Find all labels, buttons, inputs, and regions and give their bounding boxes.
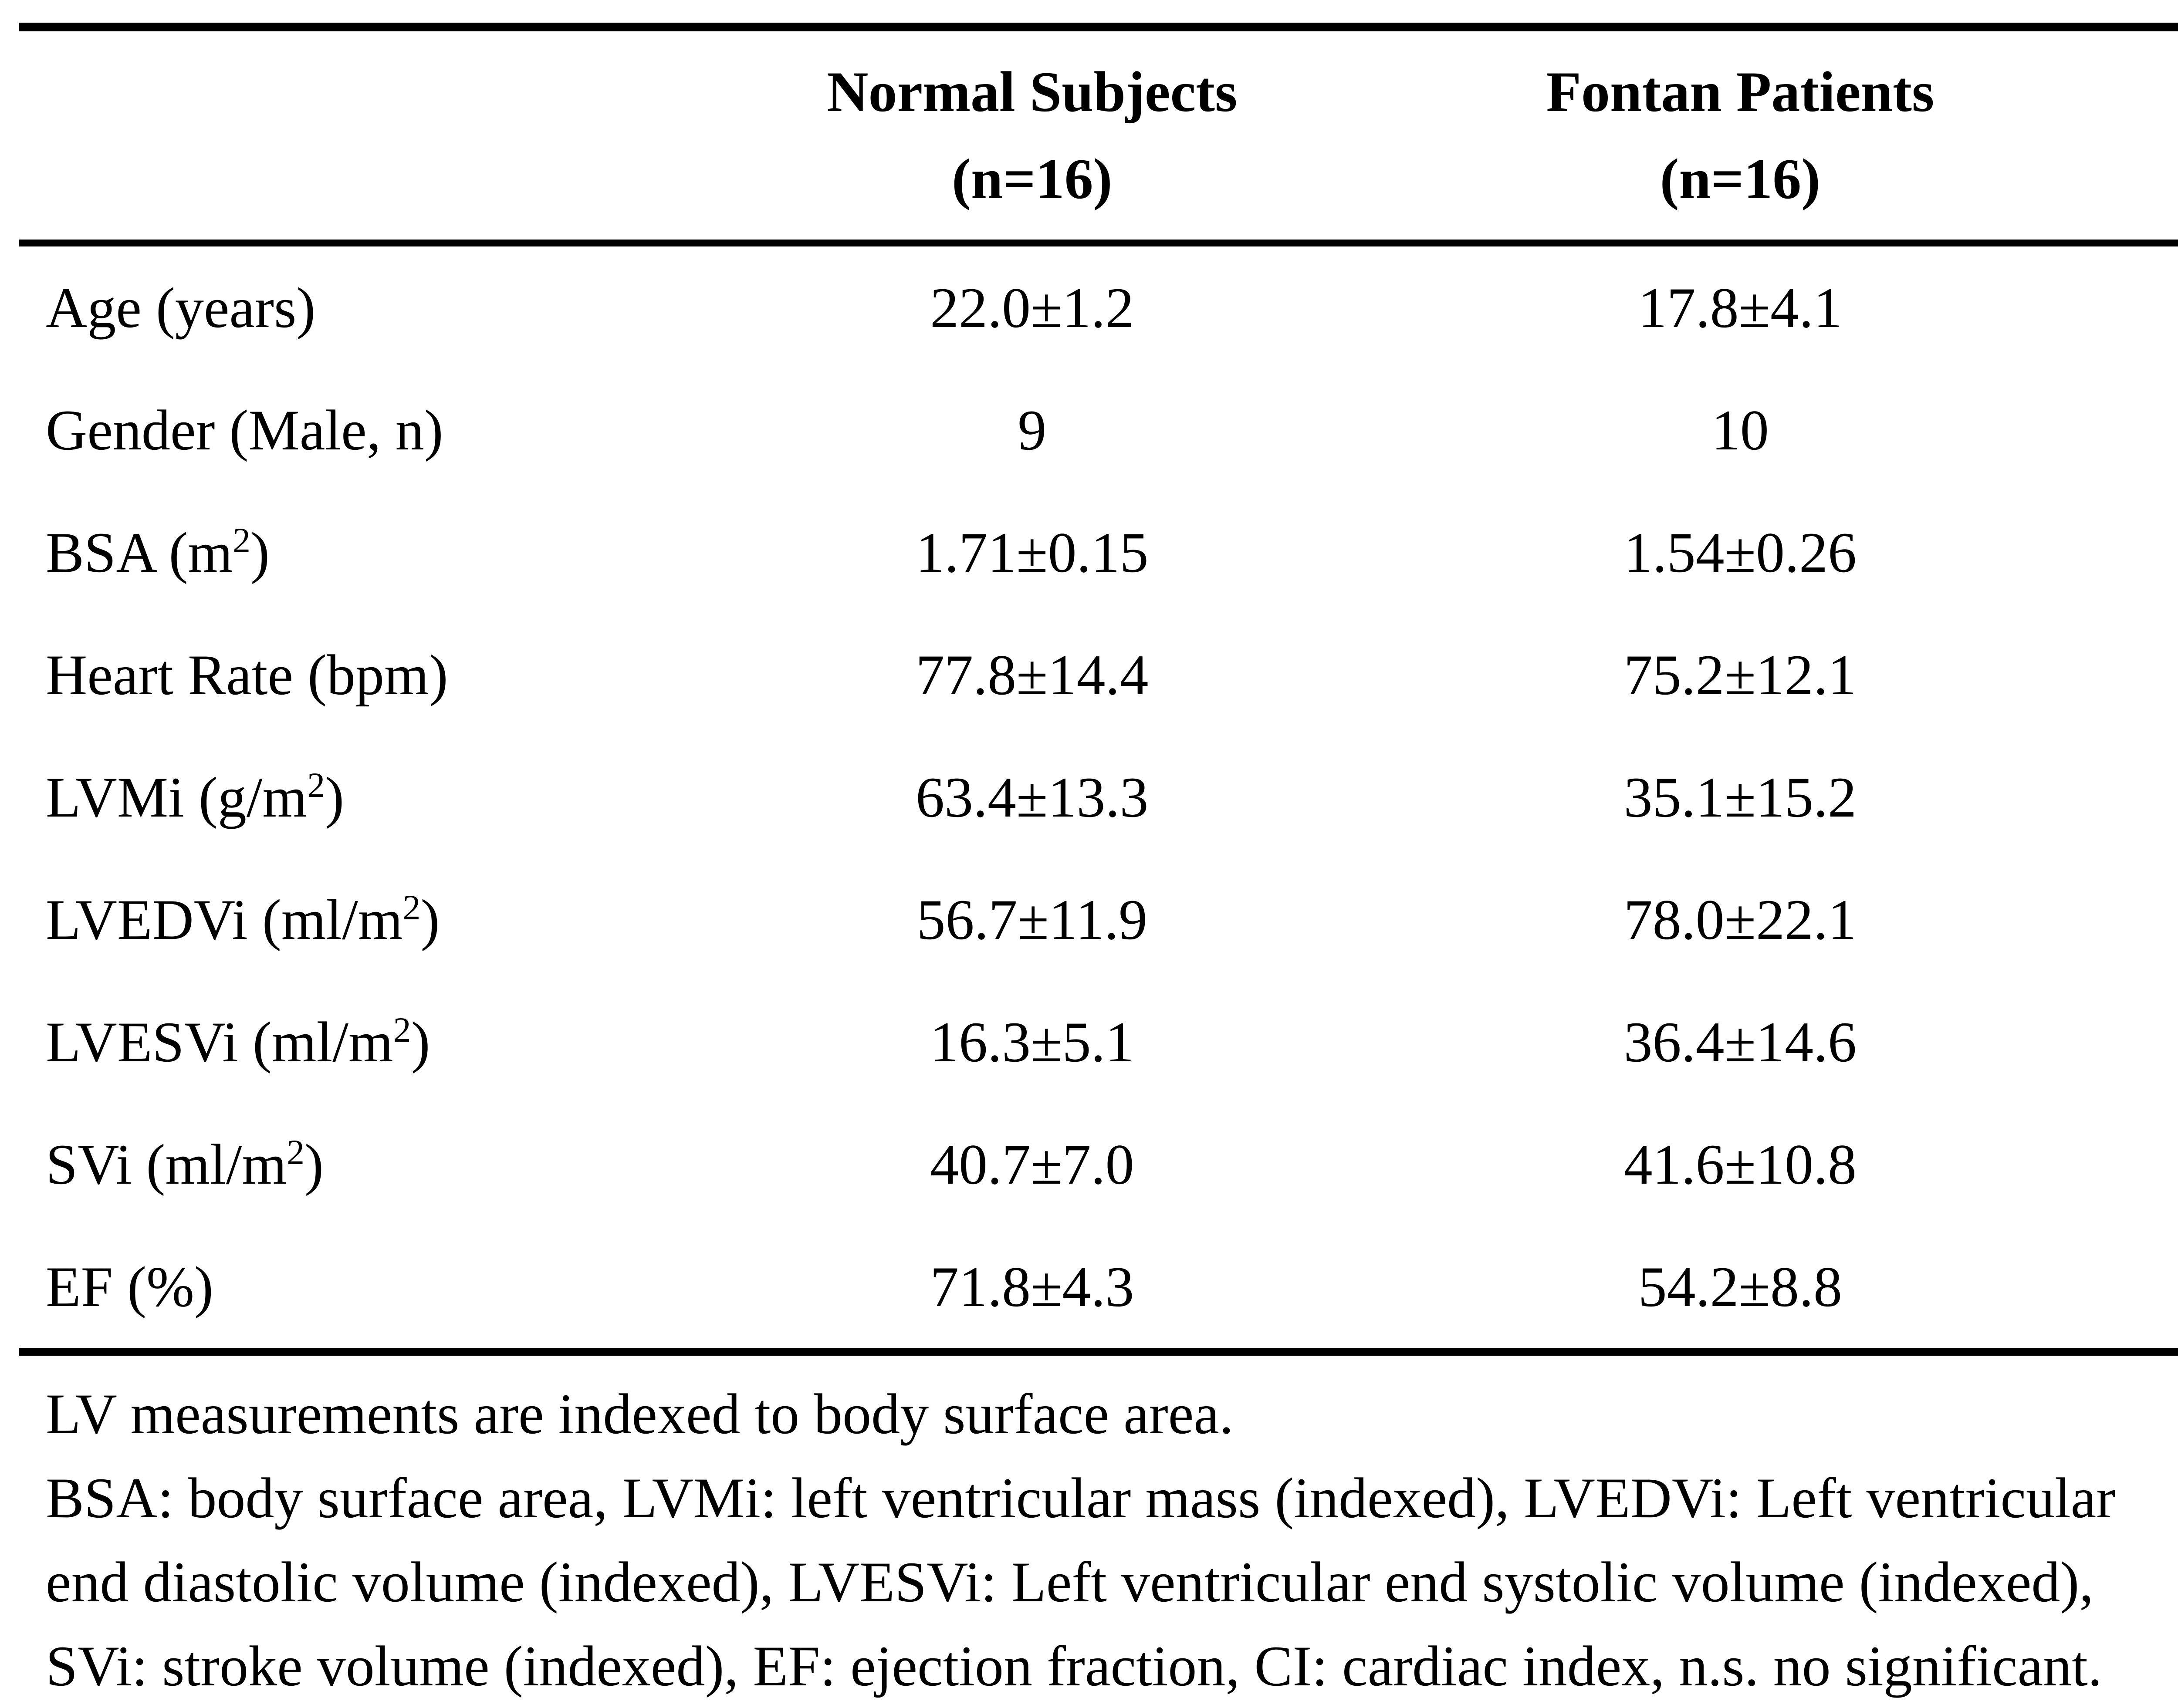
- fontan-patients-value: 1.54±0.26: [1623, 520, 1857, 584]
- table-row-svi: SVi (ml/m2) 40.7±7.0 41.6±10.8 n.s.: [19, 1103, 2178, 1225]
- row-label-text: LVESVi (ml/m: [46, 1009, 393, 1074]
- table-row-heart-rate: Heart Rate (bpm) 77.8±14.4 75.2±12.1 n.s…: [19, 614, 2178, 736]
- column-header-fontan-patients: Fontan Patients (n=16): [1390, 23, 2091, 246]
- normal-subjects-value: 9: [1018, 398, 1047, 462]
- fontan-patients-value: 35.1±15.2: [1623, 765, 1857, 829]
- fontan-patients-value: 17.8±4.1: [1638, 275, 1843, 340]
- row-label: Age (years): [19, 243, 674, 369]
- p-value-cell: 0.001: [2090, 243, 2178, 369]
- fontan-patients-value: 75.2±12.1: [1623, 642, 1857, 707]
- row-label-suffix: ): [250, 520, 270, 584]
- row-label-superscript: 2: [393, 1009, 411, 1050]
- normal-subjects-value: 40.7±7.0: [930, 1132, 1134, 1196]
- row-label-suffix: ): [304, 1132, 324, 1196]
- row-label-superscript: 2: [402, 887, 421, 927]
- row-label-text: SVi (ml/m: [46, 1132, 287, 1196]
- column-header-parameter: [19, 23, 674, 246]
- row-label: SVi (ml/m2): [19, 1103, 674, 1225]
- normal-subjects-value: 71.8±4.3: [674, 1225, 1390, 1356]
- fontan-patients-value: 54.2±8.8: [1390, 1225, 2091, 1356]
- p-value-cell: n.s.: [2090, 614, 2178, 736]
- table-row-bsa: BSA (m2) 1.71±0.15 1.54±0.26 0.025: [19, 491, 2178, 614]
- footnote-line: BSA: body surface area, LVMi: left ventr…: [46, 1466, 2116, 1530]
- header-row: Normal Subjects (n=16) Fontan Patients (…: [19, 23, 2178, 246]
- row-label: LVMi (g/m2): [19, 736, 674, 858]
- row-label-text: LVMi (g/m: [46, 765, 308, 829]
- table-row-lvesvi: LVESVi (ml/m2) 16.3±5.1 36.4±14.6 <0.001: [19, 981, 2178, 1103]
- fontan-patients-value: 78.0±22.1: [1623, 887, 1857, 952]
- row-label: Gender (Male, n): [19, 369, 674, 491]
- footnote-line: LV measurements are indexed to body surf…: [46, 1382, 1234, 1446]
- normal-subjects-value: 77.8±14.4: [916, 642, 1149, 707]
- p-value-cell: <0.001: [2090, 736, 2178, 858]
- normal-subjects-value: 16.3±5.1: [930, 1009, 1134, 1074]
- table-row-lvedvi: LVEDVi (ml/m2) 56.7±11.9 78.0±22.1 0.004: [19, 858, 2178, 981]
- row-label-text: BSA (m: [46, 520, 233, 584]
- row-label-superscript: 2: [307, 765, 325, 805]
- fontan-patients-count: (n=16): [1660, 147, 1821, 211]
- row-label-superscript: 2: [287, 1132, 305, 1172]
- normal-subjects-count: (n=16): [952, 147, 1113, 211]
- table-body: Age (years) 22.0±1.2 17.8±4.1 0.001 Gend…: [19, 243, 2178, 1356]
- row-label-suffix: ): [420, 887, 440, 952]
- subjects-comparison-table: Normal Subjects (n=16) Fontan Patients (…: [19, 23, 2178, 1356]
- table-row-lvmi: LVMi (g/m2) 63.4±13.3 35.1±15.2 <0.001: [19, 736, 2178, 858]
- column-header-normal-subjects: Normal Subjects (n=16): [674, 23, 1390, 246]
- row-label-superscript: 2: [233, 520, 251, 560]
- row-label-text: Heart Rate (bpm): [46, 642, 448, 707]
- table-footnotes: LV measurements are indexed to body surf…: [46, 1372, 2178, 1708]
- normal-subjects-title: Normal Subjects: [827, 60, 1238, 124]
- row-label: BSA (m2): [19, 491, 674, 614]
- normal-subjects-value: 1.71±0.15: [916, 520, 1149, 584]
- p-value-cell: n.s.: [2090, 1103, 2178, 1225]
- p-value-cell: 0.004: [2090, 858, 2178, 981]
- row-label: EF (%): [19, 1225, 674, 1356]
- table-row-gender: Gender (Male, n) 9 10 n.s.: [19, 369, 2178, 491]
- normal-subjects-value: 63.4±13.3: [916, 765, 1149, 829]
- fontan-patients-value: 41.6±10.8: [1623, 1132, 1857, 1196]
- table-row-ef: EF (%) 71.8±4.3 54.2±8.8 <0.001: [19, 1225, 2178, 1356]
- row-label: LVESVi (ml/m2): [19, 981, 674, 1103]
- p-value-cell: <0.001: [2090, 1225, 2178, 1356]
- p-value-cell: 0.025: [2090, 491, 2178, 614]
- row-label-suffix: ): [411, 1009, 430, 1074]
- row-label-text: Gender (Male, n): [46, 398, 443, 462]
- row-label-text: Age (years): [46, 275, 316, 340]
- column-header-p-value: p-value: [2090, 23, 2178, 246]
- row-label-text: EF (%): [46, 1254, 213, 1319]
- p-value-cell: <0.001: [2090, 981, 2178, 1103]
- fontan-patients-title: Fontan Patients: [1546, 60, 1934, 124]
- p-value-cell: n.s.: [2090, 369, 2178, 491]
- fontan-patients-value: 10: [1711, 398, 1769, 462]
- footnote-line: SVi: stroke volume (indexed), EF: ejecti…: [46, 1634, 2102, 1698]
- footnote-line: end diastolic volume (indexed), LVESVi: …: [46, 1550, 2094, 1614]
- row-label: LVEDVi (ml/m2): [19, 858, 674, 981]
- table-header: Normal Subjects (n=16) Fontan Patients (…: [19, 23, 2178, 246]
- row-label: Heart Rate (bpm): [19, 614, 674, 736]
- normal-subjects-value: 22.0±1.2: [930, 275, 1134, 340]
- normal-subjects-value: 56.7±11.9: [917, 887, 1148, 952]
- fontan-patients-value: 36.4±14.6: [1623, 1009, 1857, 1074]
- row-label-suffix: ): [325, 765, 345, 829]
- table-row-age: Age (years) 22.0±1.2 17.8±4.1 0.001: [19, 243, 2178, 369]
- row-label-text: LVEDVi (ml/m: [46, 887, 403, 952]
